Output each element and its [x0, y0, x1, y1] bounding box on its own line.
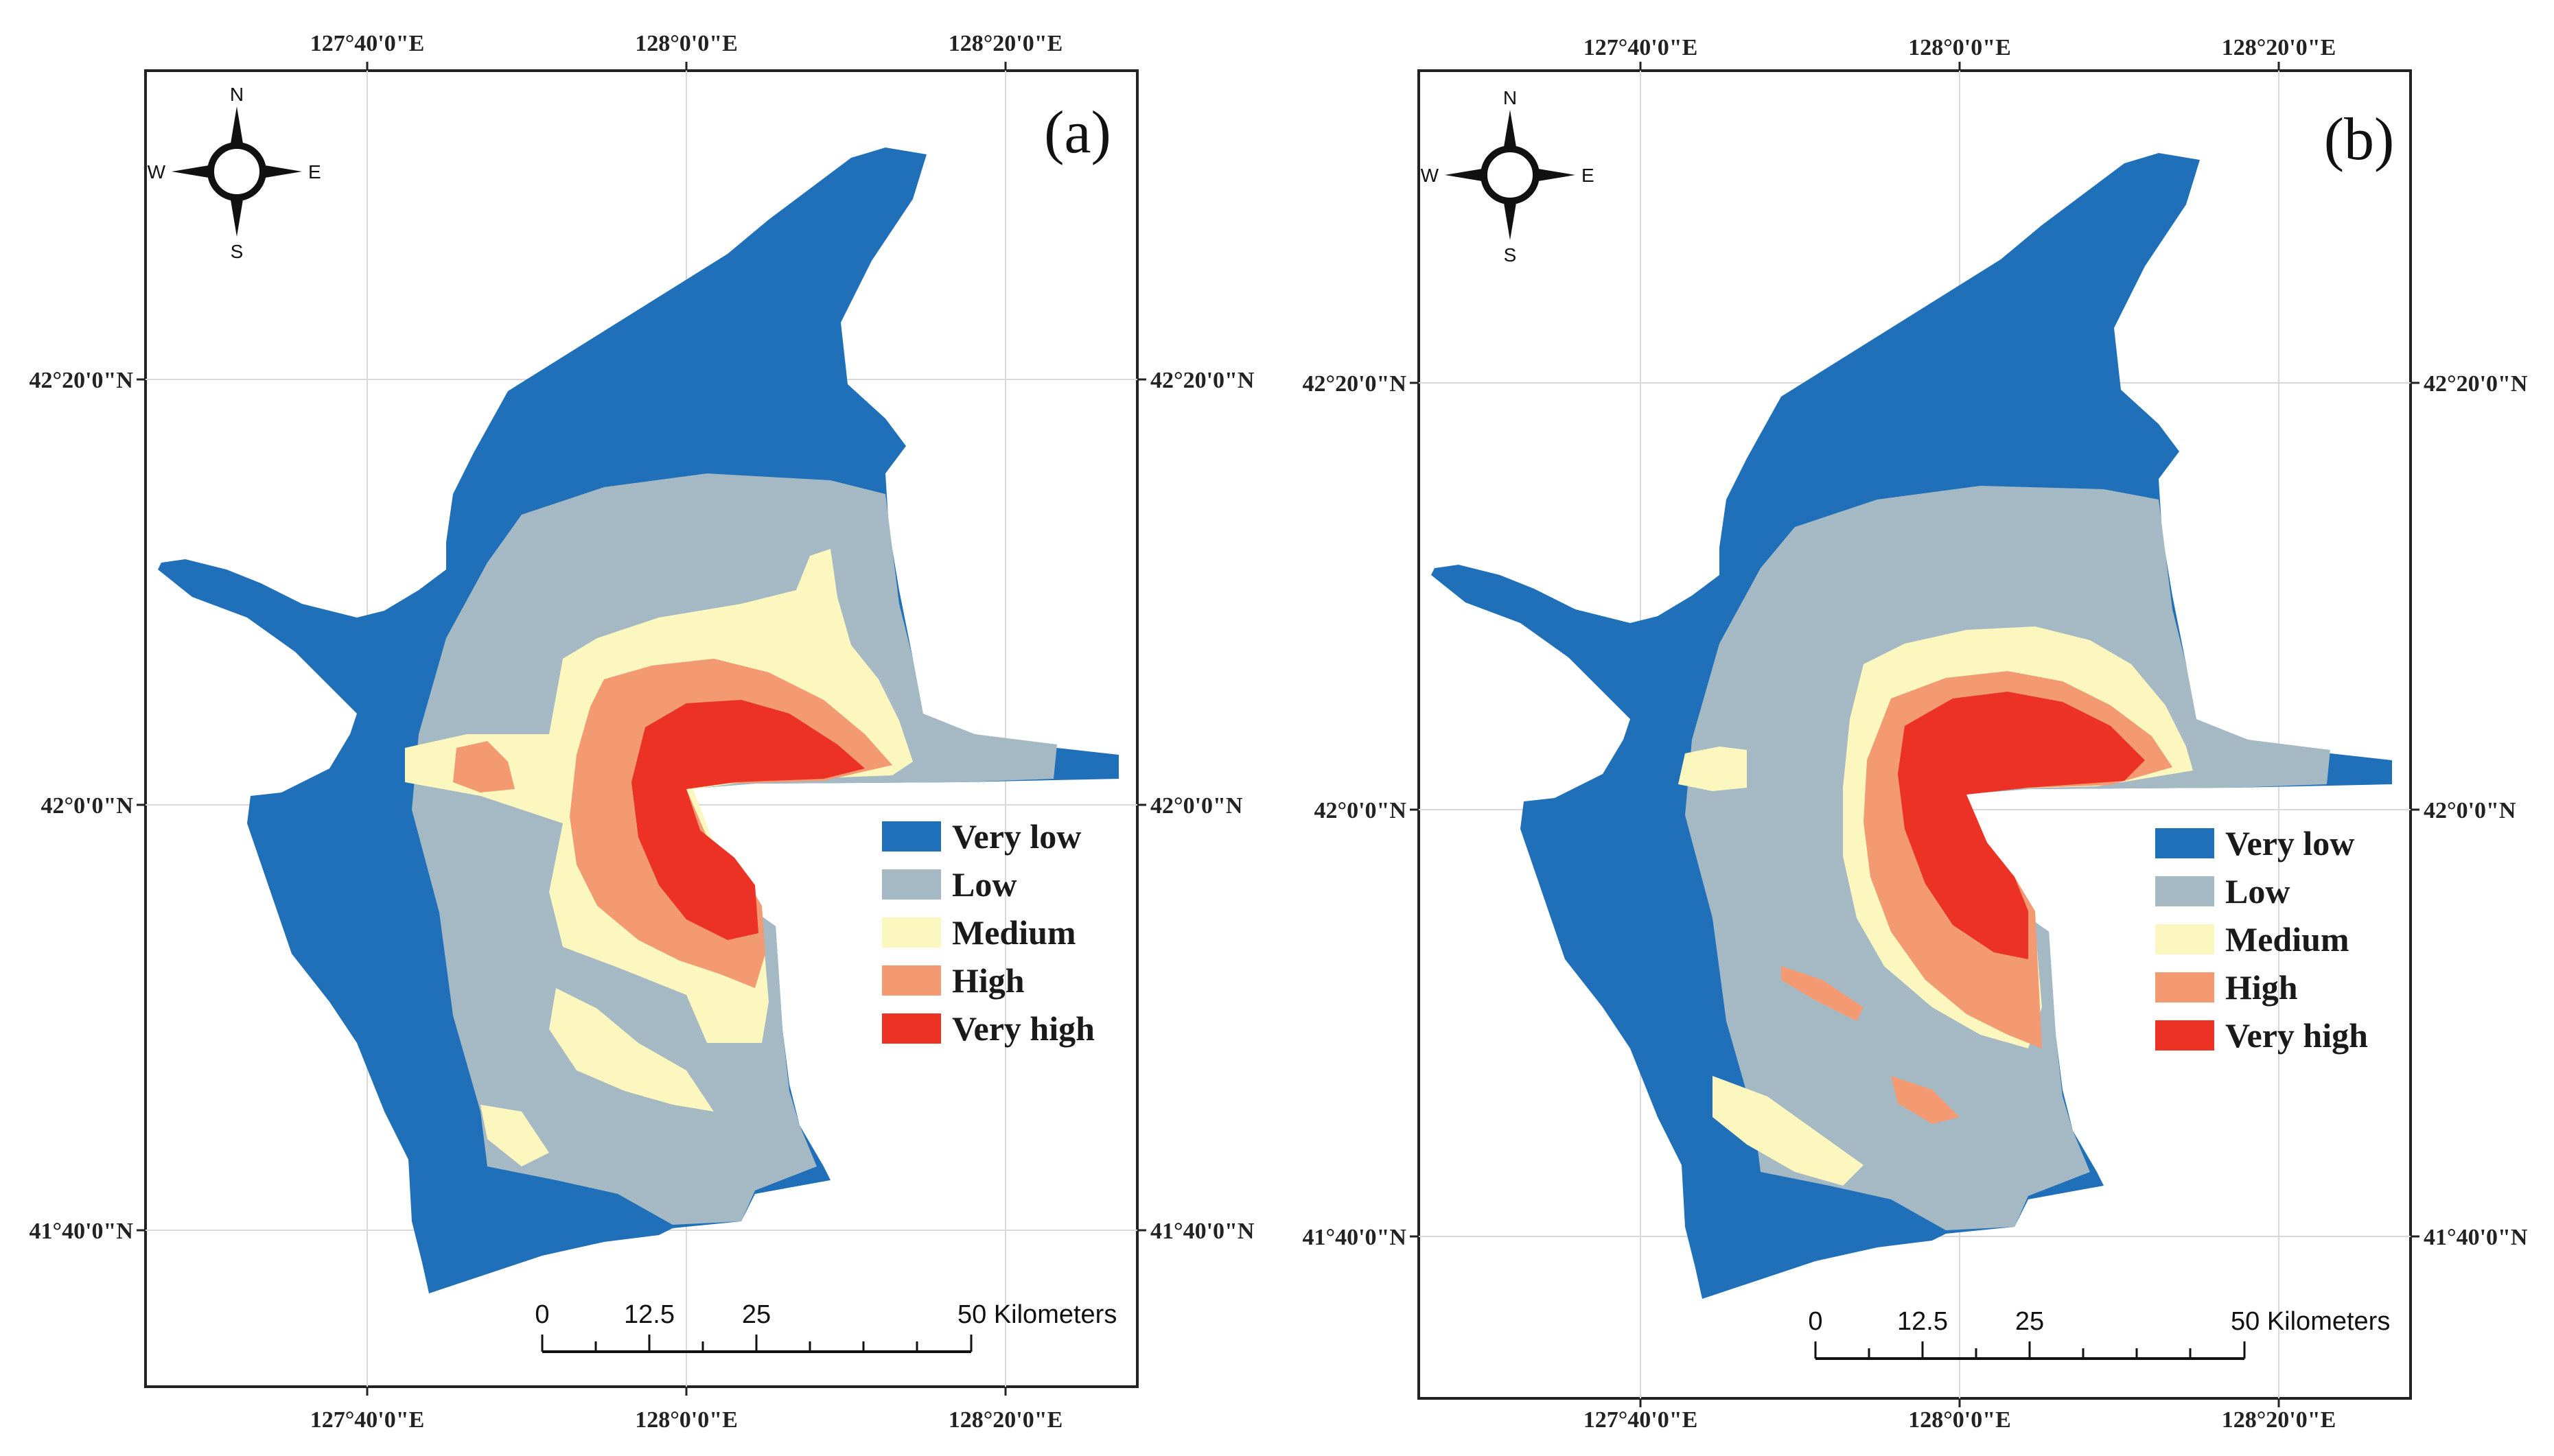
right-tick-label: 42°20'0"N	[1150, 368, 1255, 393]
zone-medium-west	[1678, 747, 1747, 791]
right-tick-label: 41°40'0"N	[1150, 1219, 1255, 1244]
map-panel-a: (a) 127°40'0"E 128°0'0"E 128°20'0"E 127°…	[30, 31, 1255, 1433]
tick-marks	[1410, 62, 2419, 1407]
legend-label: Medium	[2225, 920, 2349, 959]
top-tick-label: 128°20'0"E	[2222, 35, 2336, 60]
risk-zones	[158, 148, 1119, 1293]
legend-swatch-high	[2155, 972, 2214, 1002]
left-tick-label: 42°20'0"N	[1303, 371, 1407, 397]
legend-label: High	[2225, 968, 2298, 1007]
right-tick-label: 42°20'0"N	[2424, 371, 2528, 397]
scale-end-label: 50 Kilometers	[2231, 1307, 2390, 1336]
legend-label: Very low	[2225, 824, 2354, 862]
zone-high-streaks	[1781, 966, 1960, 1124]
bottom-tick-label: 128°0'0"E	[1908, 1407, 2011, 1433]
scale-label: 25	[742, 1300, 771, 1329]
legend-label: Very low	[952, 817, 1081, 856]
top-tick-label: 128°0'0"E	[1908, 35, 2011, 60]
legend-label: Medium	[952, 913, 1076, 952]
legend-label: Very high	[2225, 1016, 2368, 1055]
coordinate-labels: 127°40'0"E 128°0'0"E 128°20'0"E 127°40'0…	[1303, 35, 2528, 1433]
legend-swatch-high	[882, 965, 941, 996]
legend-swatch-very-low	[882, 821, 941, 852]
compass-s: S	[1504, 244, 1517, 266]
legend-swatch-very-low	[2155, 828, 2214, 858]
map-panel-b: (b) 127°40'0"E 128°0'0"E 128°20'0"E 127°…	[1277, 0, 2553, 1456]
right-tick-label: 42°0'0"N	[1150, 793, 1243, 819]
zone-very-high	[1898, 692, 2145, 959]
right-tick-label: 41°40'0"N	[2424, 1225, 2528, 1250]
right-tick-label: 42°0'0"N	[2424, 798, 2516, 823]
north-arrow-icon: N S E W	[148, 84, 321, 262]
bottom-tick-label: 127°40'0"E	[1583, 1407, 1698, 1433]
compass-e: E	[308, 161, 321, 183]
scale-label: 12.5	[624, 1300, 675, 1329]
bottom-tick-label: 128°0'0"E	[635, 1407, 738, 1433]
top-tick-label: 128°0'0"E	[635, 31, 738, 56]
left-tick-label: 42°0'0"N	[1314, 798, 1407, 823]
legend-swatch-very-high	[2155, 1020, 2214, 1050]
scale-label: 0	[535, 1300, 549, 1329]
scale-label: 0	[1808, 1307, 1822, 1336]
scale-end-label: 50 Kilometers	[957, 1300, 1117, 1329]
panel-label: (b)	[2324, 106, 2395, 173]
coordinate-labels: 127°40'0"E 128°0'0"E 128°20'0"E 127°40'0…	[30, 31, 1255, 1433]
legend-swatch-low	[882, 869, 941, 900]
panel-label: (a)	[1044, 99, 1111, 166]
legend-swatch-very-high	[882, 1013, 941, 1044]
zone-low	[1685, 486, 2330, 1230]
scale-bar: 0 12.5 25 50 Kilometers	[535, 1300, 1117, 1353]
zone-medium-patches	[480, 988, 714, 1166]
legend-swatch-medium	[882, 917, 941, 948]
bottom-tick-label: 128°20'0"E	[2222, 1407, 2336, 1433]
zone-very-high	[631, 700, 865, 940]
map-b-svg: (b) 127°40'0"E 128°0'0"E 128°20'0"E 127°…	[1303, 35, 2528, 1433]
left-tick-label: 41°40'0"N	[30, 1219, 134, 1244]
zone-medium-patches	[1713, 1076, 1864, 1186]
scale-label: 12.5	[1897, 1307, 1948, 1336]
legend-label: High	[952, 961, 1025, 1000]
top-tick-label: 128°20'0"E	[949, 31, 1063, 56]
top-tick-label: 127°40'0"E	[310, 31, 425, 56]
legend-swatch-low	[2155, 876, 2214, 906]
legend: Very low Low Medium High Very high	[2155, 824, 2368, 1055]
compass-w: W	[1421, 165, 1439, 186]
north-arrow-icon: N S E W	[1421, 87, 1594, 266]
compass-e: E	[1581, 165, 1594, 186]
bottom-tick-label: 127°40'0"E	[310, 1407, 425, 1433]
scale-bar: 0 12.5 25 50 Kilometers	[1808, 1307, 2390, 1360]
left-tick-label: 41°40'0"N	[1303, 1225, 1407, 1250]
compass-n: N	[1503, 87, 1517, 108]
bottom-tick-label: 128°20'0"E	[949, 1407, 1063, 1433]
tick-marks	[137, 62, 1146, 1396]
compass-w: W	[148, 161, 166, 183]
compass-n: N	[230, 84, 244, 105]
risk-zones	[1431, 153, 2392, 1299]
compass-s: S	[231, 241, 244, 262]
left-tick-label: 42°20'0"N	[30, 368, 134, 393]
left-tick-label: 42°0'0"N	[41, 793, 134, 819]
legend-swatch-medium	[2155, 924, 2214, 954]
legend-label: Low	[2225, 872, 2290, 911]
legend-label: Very high	[952, 1009, 1095, 1048]
top-tick-label: 127°40'0"E	[1583, 35, 1698, 60]
map-a-svg: (a) 127°40'0"E 128°0'0"E 128°20'0"E 127°…	[30, 31, 1255, 1433]
legend: Very low Low Medium High Very high	[882, 817, 1095, 1048]
zone-high-west	[453, 741, 515, 792]
legend-label: Low	[952, 865, 1017, 904]
scale-label: 25	[2015, 1307, 2044, 1336]
